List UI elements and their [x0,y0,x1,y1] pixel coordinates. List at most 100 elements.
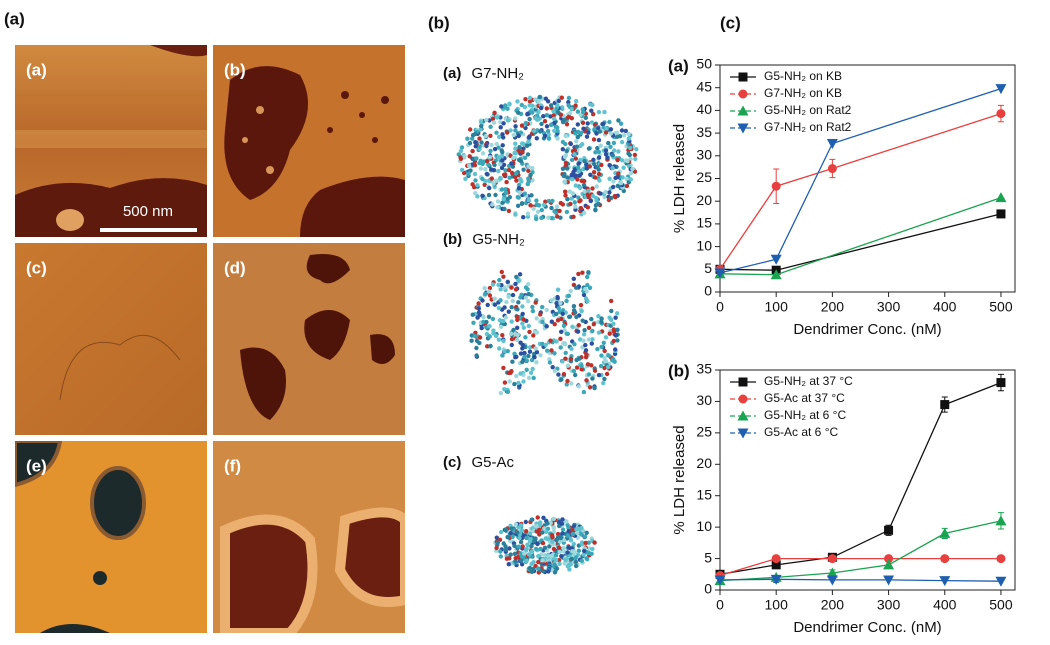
molecule-atom [613,347,618,352]
molecule-atom [543,536,548,541]
molecule-atom [573,183,578,188]
molecule-atom [602,376,607,382]
molecule-atom [520,346,525,351]
molecule-atom [525,181,530,187]
molecule-atom [536,109,541,115]
molecule-atom [516,300,521,305]
molecule-label: (b) G5-NH₂ [443,231,525,248]
molecule-atom [552,128,557,133]
x-tick-label: 100 [765,299,789,315]
molecule-atom [583,540,588,546]
molecule-atom [578,302,584,308]
molecule-atom [565,175,570,180]
molecule-atom [490,202,495,207]
molecule-atom [483,166,488,172]
molecule-atom [599,316,604,321]
molecule-atom [542,552,548,558]
molecule-atom [522,191,527,196]
molecule-atom [522,551,527,556]
molecule-atom [513,124,518,129]
molecule-atom [549,298,554,303]
molecule-atom [604,371,610,377]
molecule-atom [575,329,581,334]
molecule-atom [492,296,497,301]
molecule-atom [607,190,612,195]
molecule-atom [477,335,483,340]
legend-label: G5-NH₂ at 6 °C [764,408,846,422]
molecule-atom [590,546,595,552]
molecule-atom [514,314,520,319]
legend-marker [737,428,749,439]
molecule-atom [560,166,566,171]
molecule-atom [591,137,597,142]
molecule-atom [555,129,560,134]
molecule-atom [520,321,525,326]
molecule-atom [505,535,510,540]
molecule-atom [492,110,497,116]
molecule-atom [505,348,510,354]
molecule-atom [458,156,464,161]
molecule-atom [603,189,608,195]
data-point [995,192,1007,203]
image-label: (e) [26,456,47,475]
molecule-atom [542,545,548,550]
molecule-atom [528,370,534,375]
x-tick-label: 200 [821,299,845,315]
molecule-atom [529,543,534,549]
molecule-atom [530,366,535,372]
molecule-atom [554,537,559,542]
molecule-atom [515,530,520,535]
molecule-atom [505,130,510,135]
molecule-atom [557,561,562,566]
molecule-atom [512,351,517,357]
molecule-atom [563,133,568,139]
molecule-atom [618,180,624,186]
molecule-atom [584,352,589,357]
molecule-atom [509,342,514,348]
molecule-atom [500,200,505,205]
molecule-atom [507,556,512,561]
molecule-atom [628,177,633,182]
molecule-atom [607,331,612,336]
molecule-atom [558,345,563,350]
molecule-atom [569,346,574,351]
molecule-atom [487,324,492,329]
molecule-atom [591,157,596,162]
molecule-atom [466,171,471,176]
molecule-atom [499,165,505,171]
molecule-atom [476,306,481,311]
molecule-atom [514,178,519,183]
molecule-atom [479,140,484,145]
molecule-atom [521,325,526,330]
molecule-atom [586,337,591,342]
molecule-atom [480,193,485,198]
molecule-atom [478,166,483,171]
y-tick-label: 25 [696,169,712,185]
molecule-atom [491,328,496,333]
molecule-atom [475,194,480,199]
molecule-atom [549,205,554,211]
molecule-atom [526,375,532,381]
molecule-atom [565,363,571,368]
molecule-atom [544,324,549,329]
molecule-atom [575,122,580,127]
molecule-atom [513,174,518,180]
data-point [827,554,837,564]
molecule-atom [608,195,614,201]
data-point [939,527,951,538]
molecule-atom [524,535,529,541]
molecule-atom [596,149,601,154]
molecule-atom [565,197,570,202]
molecule-atom [484,319,489,325]
molecule-atom [544,307,549,313]
molecule-atom [580,142,585,147]
molecule-atom [498,390,503,396]
molecule-atom [563,356,568,361]
molecule-atom [595,146,600,151]
molecule-atom [499,269,504,275]
molecule-atom [533,346,538,351]
molecule-atom [529,561,534,567]
molecule-atom [632,152,638,158]
molecule-atom [529,193,534,198]
molecule-atom [514,373,519,379]
